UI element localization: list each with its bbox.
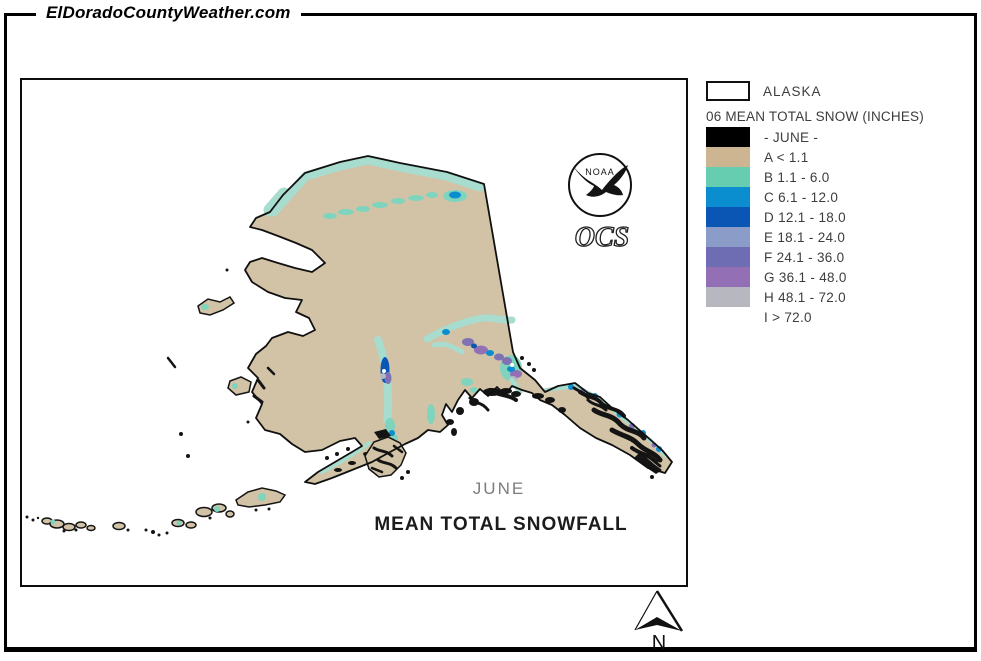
legend-row: G 36.1 - 48.0 [706,267,974,287]
map-title: MEAN TOTAL SNOWFALL [374,514,628,535]
north-label: N [652,632,666,654]
legend-row: D 12.1 - 18.0 [706,207,974,227]
bering-islands [166,268,252,458]
legend-swatch [706,187,750,207]
noaa-label: NOAA [585,167,615,177]
legend-label: F 24.1 - 36.0 [764,249,845,265]
legend-swatch [706,267,750,287]
legend-swatch [706,147,750,167]
month-label: JUNE [472,479,526,498]
aleutian-islands [25,487,287,537]
legend-swatch [706,227,750,247]
legend-title: 06 MEAN TOTAL SNOW (INCHES) [706,109,924,124]
legend-row: A < 1.1 [706,147,974,167]
legend-row: E 18.1 - 24.0 [706,227,974,247]
legend-label: G 36.1 - 48.0 [764,269,847,285]
legend-region-label: ALASKA [763,83,822,99]
legend-rows: - JUNE - A < 1.1 B 1.1 - 6.0 C 6.1 - 12.0 D … [706,127,974,327]
legend-label: - JUNE - [764,129,819,145]
site-title[interactable]: ElDoradoCountyWeather.com [36,3,301,23]
legend-row: H 48.1 - 72.0 [706,287,974,307]
legend-swatch [706,167,750,187]
legend-row: B 1.1 - 6.0 [706,167,974,187]
legend-row: C 6.1 - 12.0 [706,187,974,207]
alaska-map: NOAA OCS [25,153,673,537]
legend-label: H 48.1 - 72.0 [764,289,846,305]
map-panel: NOAA OCS JUNE MEAN TOTAL SNOWFALL [20,78,688,587]
kodiak-island [364,429,410,480]
legend-label: D 12.1 - 18.0 [764,209,846,225]
noaa-bird-icon [573,165,628,197]
legend-swatch [706,207,750,227]
legend-row: - JUNE - [706,127,974,147]
legend-label: I > 72.0 [764,309,812,325]
legend-label: C 6.1 - 12.0 [764,189,839,205]
legend-swatch [706,307,750,327]
north-arrow-icon: N [634,590,684,654]
legend-label: E 18.1 - 24.0 [764,229,846,245]
legend-swatch [706,127,750,147]
legend-swatch [706,287,750,307]
ocs-label: OCS [575,222,629,253]
legend: ALASKA 06 MEAN TOTAL SNOW (INCHES) - JUN… [706,80,974,327]
brooks-range-patches [323,190,467,219]
legend-row: I > 72.0 [706,307,974,327]
legend-row: F 24.1 - 36.0 [706,247,974,267]
page-frame [4,13,977,652]
legend-label: A < 1.1 [764,149,809,165]
alaska-landmass [245,156,672,484]
legend-swatch [706,247,750,267]
noaa-logo: NOAA OCS [568,153,632,254]
legend-label: B 1.1 - 6.0 [764,169,830,185]
west-range-patches [374,336,478,446]
legend-region-row: ALASKA [706,80,974,102]
legend-region-swatch [706,81,750,101]
